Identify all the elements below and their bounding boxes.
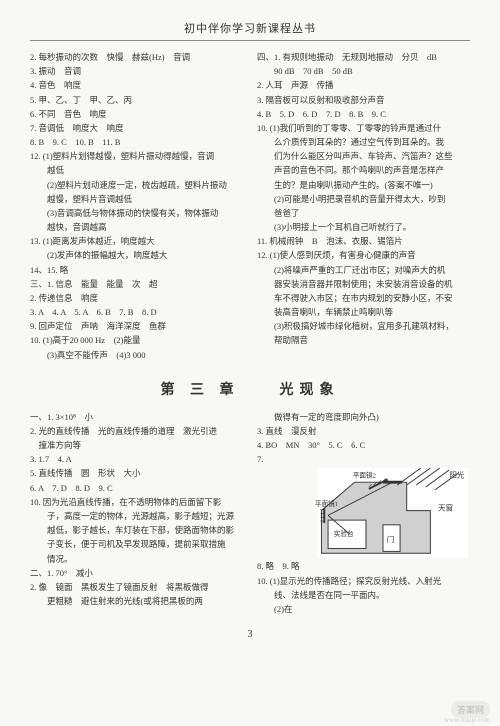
text-line: 器安装消音器并限制使用；未安装消音设备的机 <box>257 278 470 291</box>
text-line: 越低，影子越长，车灯装在下部，使路面物体的影 <box>30 524 243 537</box>
text-line: 2. 每秒振动的次数 快慢 赫兹(Hz) 音调 <box>30 51 243 64</box>
chapter-title: 第 三 章 光现象 <box>30 379 470 399</box>
text-line: (2)可能是小明把录音机的音量开得太大，吵到 <box>257 193 470 206</box>
text-line: 车不得驶入市区；在市内规划的安静小区，不安 <box>257 292 470 305</box>
text-line: 撞准方向等 <box>30 439 243 452</box>
text-line: 3. 振动 音调 <box>30 65 243 78</box>
text-line: (2)在 <box>257 603 470 616</box>
text-line: 一、1. 3×10⁸ 小 <box>30 411 243 424</box>
bottom-left-col: 一、1. 3×10⁸ 小2. 光的直线传播 光的直线传播的道理 激光引进 撞准方… <box>30 411 243 617</box>
text-line: 12. (1)塑料片划得越慢，塑料片振动得越慢，音调 <box>30 150 243 163</box>
text-line: 声音的音色不同。那个鸣喇叭的声音是怎样产 <box>257 164 470 177</box>
text-line: 10. (1)显示光的传播路径；探究反射光线、入射光 <box>257 575 470 588</box>
text-line: 帮助隔音 <box>257 334 470 347</box>
text-line: 11. 机械闹钟 B 泡沫、衣服、锡箔片 <box>257 235 470 248</box>
text-line: 4. 音色 响度 <box>30 79 243 92</box>
top-columns: 2. 每秒振动的次数 快慢 赫兹(Hz) 音调3. 振动 音调4. 音色 响度 5… <box>30 51 470 363</box>
text-line: 10. (1)高于20 000 Hz (2)能量 <box>30 334 243 347</box>
text-line: (3)积极搞好城市绿化植树，宜用多孔建筑材料， <box>257 320 470 333</box>
text-line: 四、1. 有规则地振动 无规则地振动 分贝 dB <box>257 51 470 64</box>
page-header: 初中伴你学习新课程丛书 <box>30 20 470 41</box>
text-line: 8. B 9. C 10. B 11. B <box>30 136 243 149</box>
text-line: 5. 甲、乙、丁 甲、乙、丙 <box>30 94 243 107</box>
svg-text:天窗: 天窗 <box>438 503 453 513</box>
text-line: 线、法线是否在同一平面内。 <box>257 589 470 602</box>
text-line: 越低 <box>30 164 243 177</box>
text-line: (2)发声体的振幅越大，响度越大 <box>30 249 243 262</box>
text-line: 3. A 4. A 5. A 6. B 7. B 8. D <box>30 306 243 319</box>
page: 初中伴你学习新课程丛书 2. 每秒振动的次数 快慢 赫兹(Hz) 音调3. 振动… <box>0 0 500 650</box>
text-line: 子，高度一定的物体，光源越高，影子越短；光源 <box>30 510 243 523</box>
svg-text:平面镜2: 平面镜2 <box>353 471 376 480</box>
text-line: 5. 直线传播 圆 形状 大小 <box>30 467 243 480</box>
text-line: 4. BO MN 30° 5. C 6. C <box>257 439 470 452</box>
text-line: 装高音喇叭，车辆禁止鸣喇叭等 <box>257 306 470 319</box>
text-line: 么介质传到耳朵的？通过空气传到耳朵的。我 <box>257 136 470 149</box>
text-line: 12. (1)使人感到厌烦，有害身心健康的声音 <box>257 249 470 262</box>
text-line: 8. 略 9. 略 <box>257 560 470 573</box>
text-line: 13. (1)距离发声体越近，响度越大 <box>30 235 243 248</box>
text-line: 90 dB 70 dB 50 dB <box>257 65 470 78</box>
bottom-columns: 一、1. 3×10⁸ 小2. 光的直线传播 光的直线传播的道理 激光引进 撞准方… <box>30 411 470 617</box>
text-line: 3. 1.7 4. A <box>30 453 243 466</box>
text-line: 6. 不同 音色 响度 <box>30 108 243 121</box>
text-line: 子变长，便于司机及早发现路障，提前采取措施 <box>30 538 243 551</box>
text-line: 4. B 5. D 6. D 7. D 8. B 9. C <box>257 108 470 121</box>
text-line: 7. <box>257 453 470 466</box>
text-line: 3. 隔音板可以反射和吸收部分声音 <box>257 94 470 107</box>
text-line: 2. 光的直线传播 光的直线传播的道理 激光引进 <box>30 425 243 438</box>
text-line: (3)真空不能传声 (4)3 000 <box>30 349 243 362</box>
svg-text:平面镜1: 平面镜1 <box>315 499 338 508</box>
text-line: 2. 传递信息 响度 <box>30 292 243 305</box>
top-left-col: 2. 每秒振动的次数 快慢 赫兹(Hz) 音调3. 振动 音调4. 音色 响度 5… <box>30 51 243 363</box>
svg-text:阳光: 阳光 <box>449 470 465 480</box>
text-line: 3. 直线 漫反射 <box>257 425 470 438</box>
text-line: (2)塑料片划动速度一定，梳齿越疏，塑料片振动 <box>30 179 243 192</box>
text-line: 情况。 <box>30 553 243 566</box>
page-number: 3 <box>30 629 470 640</box>
text-line: 2. 像 镜面 黑板发生了镜面反射 将黑板做得 <box>30 581 243 594</box>
text-line: 爸爸了 <box>257 207 470 220</box>
text-line: 10. 因为光沿直线传播，在不透明物体的后面留下影 <box>30 496 243 509</box>
text-line: 二、1. 70° 减小 <box>30 567 243 580</box>
text-line: 更粗糙 避住射来的光线(或将把黑板的两 <box>30 595 243 608</box>
text-line: 生的？是由喇叭振动产生的。(答案不唯一) <box>257 179 470 192</box>
text-line: (3)小明接上一个耳机自己听就行了。 <box>257 221 470 234</box>
optics-diagram: 阳光 平面镜2 平面镜1 天窗 实验台 门 <box>315 468 470 558</box>
text-line: 10. (1)我们听到的丁零零、丁零零的铃声是通过什 <box>257 122 470 135</box>
text-line: 7. 音调低 响度大 响度 <box>30 122 243 135</box>
text-line: (2)将噪声严重的工厂迁出市区；对噪声大的机 <box>257 264 470 277</box>
text-line: 三、1. 信息 能量 能量 次 超 <box>30 278 243 291</box>
text-line: 做得有一定的弯度即向外凸) <box>257 411 470 424</box>
text-line: 越慢，塑料片音调越低 <box>30 193 243 206</box>
top-right-col: 四、1. 有规则地振动 无规则地振动 分贝 dB 90 dB 70 dB 50 … <box>257 51 470 363</box>
text-line: 14、15. 略 <box>30 264 243 277</box>
text-line: 们为什么能区分叫声声、车铃声、汽笛声？这些 <box>257 150 470 163</box>
text-line: (3)音调高低与物体振动的快慢有关，物体振动 <box>30 207 243 220</box>
svg-text:门: 门 <box>387 534 395 544</box>
text-line: 2. 人耳 声源 传播 <box>257 79 470 92</box>
svg-text:实验台: 实验台 <box>334 530 354 539</box>
text-line: 越快，音调越高 <box>30 221 243 234</box>
text-line: 9. 回声定位 声呐 海洋深度 鱼群 <box>30 320 243 333</box>
bottom-right-col: 做得有一定的弯度即向外凸)3. 直线 漫反射4. BO MN 30° 5. C … <box>257 411 470 617</box>
url-stamp: www.mxqe.com <box>444 716 490 724</box>
text-line: 6. A 7. D 8. D 9. C <box>30 482 243 495</box>
